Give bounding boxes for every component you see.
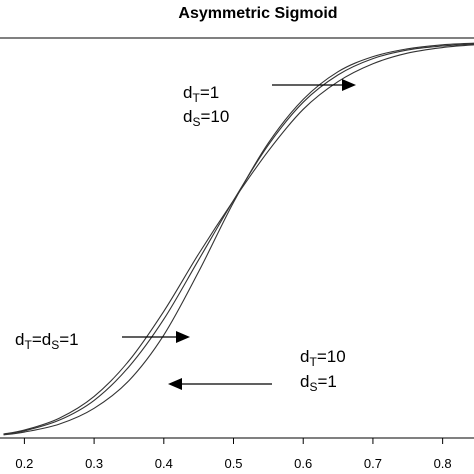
plot-axes: [0, 37, 474, 439]
annotation-dt-eq-ds-sub2: S: [51, 338, 59, 352]
annotation-dt1-sub: T: [192, 91, 200, 105]
annotation-dt-eq-ds-rest: =1: [59, 330, 78, 349]
annotation-ds10-main: d: [183, 107, 192, 126]
annotation-ds1-main: d: [300, 372, 309, 391]
arrow-dt1-head: [342, 79, 356, 91]
annotation-dt10-main: d: [300, 347, 309, 366]
annotation-ds1-sub: S: [309, 380, 317, 394]
annotation-ds10: dS=10: [183, 107, 229, 129]
annotation-ds1: dS=1: [300, 372, 337, 394]
annotation-dt10-rest: =10: [317, 347, 346, 366]
annotation-ds10-rest: =10: [200, 107, 229, 126]
annotation-dt-eq-ds-mid: =d: [32, 330, 51, 349]
annotation-dt1-rest: =1: [200, 83, 219, 102]
x-tick-label-6: 0.8: [434, 456, 452, 471]
x-tick-label-3: 0.5: [224, 456, 242, 471]
series-line-1: [3, 44, 474, 435]
annotation-dt-eq-ds-main: d: [15, 330, 24, 349]
x-axis-ticks: [23, 438, 444, 444]
x-tick-label-4: 0.6: [294, 456, 312, 471]
annotations: dT=1 dS=10 dT=dS=1 dT=10 dS=1: [15, 79, 356, 394]
annotation-dt-eq-ds: dT=dS=1: [15, 330, 79, 352]
annotation-ds1-rest: =1: [317, 372, 336, 391]
annotation-ds10-sub: S: [192, 115, 200, 129]
curves: [3, 42, 474, 436]
x-tick-label-5: 0.7: [364, 456, 382, 471]
arrow-dt-eq-ds-head: [176, 331, 190, 343]
annotation-dt-eq-ds-sub: T: [24, 338, 32, 352]
x-tick-label-0: 0.2: [15, 456, 33, 471]
x-tick-label-1: 0.3: [85, 456, 103, 471]
annotation-dt1: dT=1: [183, 83, 219, 105]
chart-title: Asymmetric Sigmoid: [178, 5, 337, 22]
annotation-dt10-sub: T: [309, 355, 317, 369]
x-tick-label-2: 0.4: [155, 456, 173, 471]
annotation-dt10: dT=10: [300, 347, 346, 369]
series-line-0: [3, 43, 474, 435]
annotation-dt1-main: d: [183, 83, 192, 102]
series-line-2: [3, 42, 474, 436]
arrow-dt10-head: [168, 378, 182, 390]
x-axis-tick-labels: 0.2 0.3 0.4 0.5 0.6 0.7 0.8: [15, 456, 451, 471]
